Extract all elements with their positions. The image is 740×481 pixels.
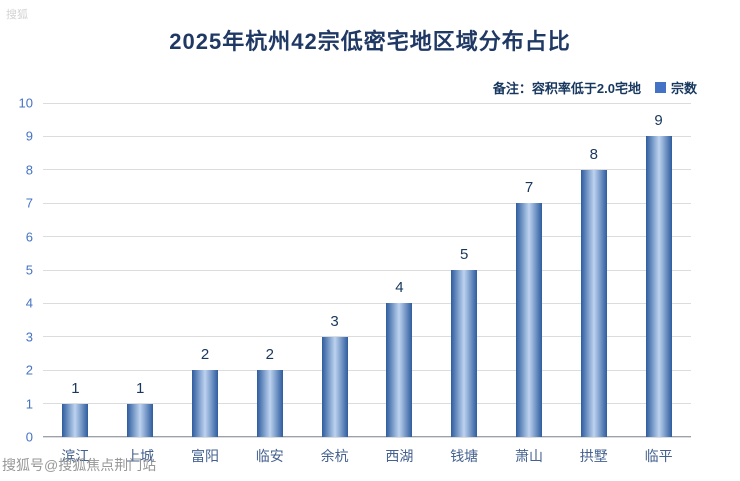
- gridline: [43, 169, 691, 171]
- gridline: [43, 202, 691, 204]
- bar: [580, 169, 607, 437]
- data-label: 2: [265, 346, 274, 364]
- gridline: [43, 403, 691, 405]
- data-label: 4: [395, 279, 404, 297]
- bar: [516, 203, 542, 437]
- bottom-watermark: 搜狐号@搜狐焦点荆门站: [2, 457, 157, 473]
- bar: [127, 403, 154, 437]
- y-tick-label: 5: [25, 262, 33, 278]
- data-label: 9: [654, 112, 663, 130]
- y-tick-label: 0: [25, 429, 33, 445]
- data-label: 5: [460, 246, 469, 263]
- x-tick-label: 富阳: [191, 448, 219, 464]
- legend: 备注：容积率低于2.0宅地 宗数: [493, 78, 697, 97]
- data-label: 1: [136, 379, 145, 397]
- data-label: 3: [330, 312, 339, 330]
- bar: [645, 136, 672, 437]
- x-tick-label: 西湖: [385, 448, 414, 464]
- legend-label: 宗数: [670, 81, 697, 96]
- bar: [386, 303, 413, 437]
- bar: [192, 370, 218, 437]
- y-tick-label: 10: [18, 95, 33, 111]
- gridline: [43, 102, 691, 104]
- gridline: [43, 236, 691, 238]
- x-tick-label: 余杭: [320, 448, 349, 464]
- data-label: 7: [524, 179, 534, 197]
- corner-watermark: 搜狐: [6, 9, 28, 21]
- y-tick-label: 9: [25, 128, 33, 144]
- chart-title: 2025年杭州42宗低密宅地区域分布占比: [169, 29, 571, 54]
- gridline: [43, 369, 691, 371]
- x-tick-label: 临安: [255, 448, 284, 464]
- y-tick-label: 6: [25, 229, 33, 245]
- gridline: [43, 269, 691, 271]
- x-tick-label: 钱塘: [450, 448, 479, 464]
- bar: [256, 370, 283, 437]
- x-tick-label: 滨江: [61, 448, 90, 464]
- y-tick-label: 2: [25, 362, 33, 378]
- note-text: 备注：容积率低于2.0宅地: [492, 81, 641, 96]
- data-label: 1: [71, 379, 80, 397]
- plot-area: 0 1 2 3 4 5 6 7 8 9 10 1 滨江 1 上城 2 富阳 2 临安 3 余杭 4 西湖 5 钱塘 7 萧山 8 拱墅 9…: [19, 96, 691, 464]
- bar: [321, 336, 348, 437]
- y-tick-label: 4: [25, 295, 33, 311]
- bar: [451, 270, 478, 437]
- x-axis-line: [43, 436, 691, 437]
- gridline: [43, 135, 691, 137]
- x-tick-label: 临平: [644, 448, 673, 464]
- gridline: [43, 336, 691, 338]
- y-tick-label: 1: [25, 396, 33, 412]
- data-label: 2: [200, 346, 210, 364]
- x-tick-label: 拱墅: [579, 448, 608, 464]
- data-label: 8: [589, 145, 598, 163]
- gridline: [43, 302, 691, 304]
- bar: [62, 403, 89, 437]
- y-tick-label: 8: [25, 162, 33, 178]
- x-tick-label: 萧山: [515, 448, 543, 464]
- y-tick-label: 7: [25, 195, 33, 211]
- x-tick-label: 上城: [126, 448, 155, 464]
- y-tick-label: 3: [25, 329, 33, 345]
- legend-swatch: [654, 82, 666, 93]
- gridline: [43, 436, 691, 438]
